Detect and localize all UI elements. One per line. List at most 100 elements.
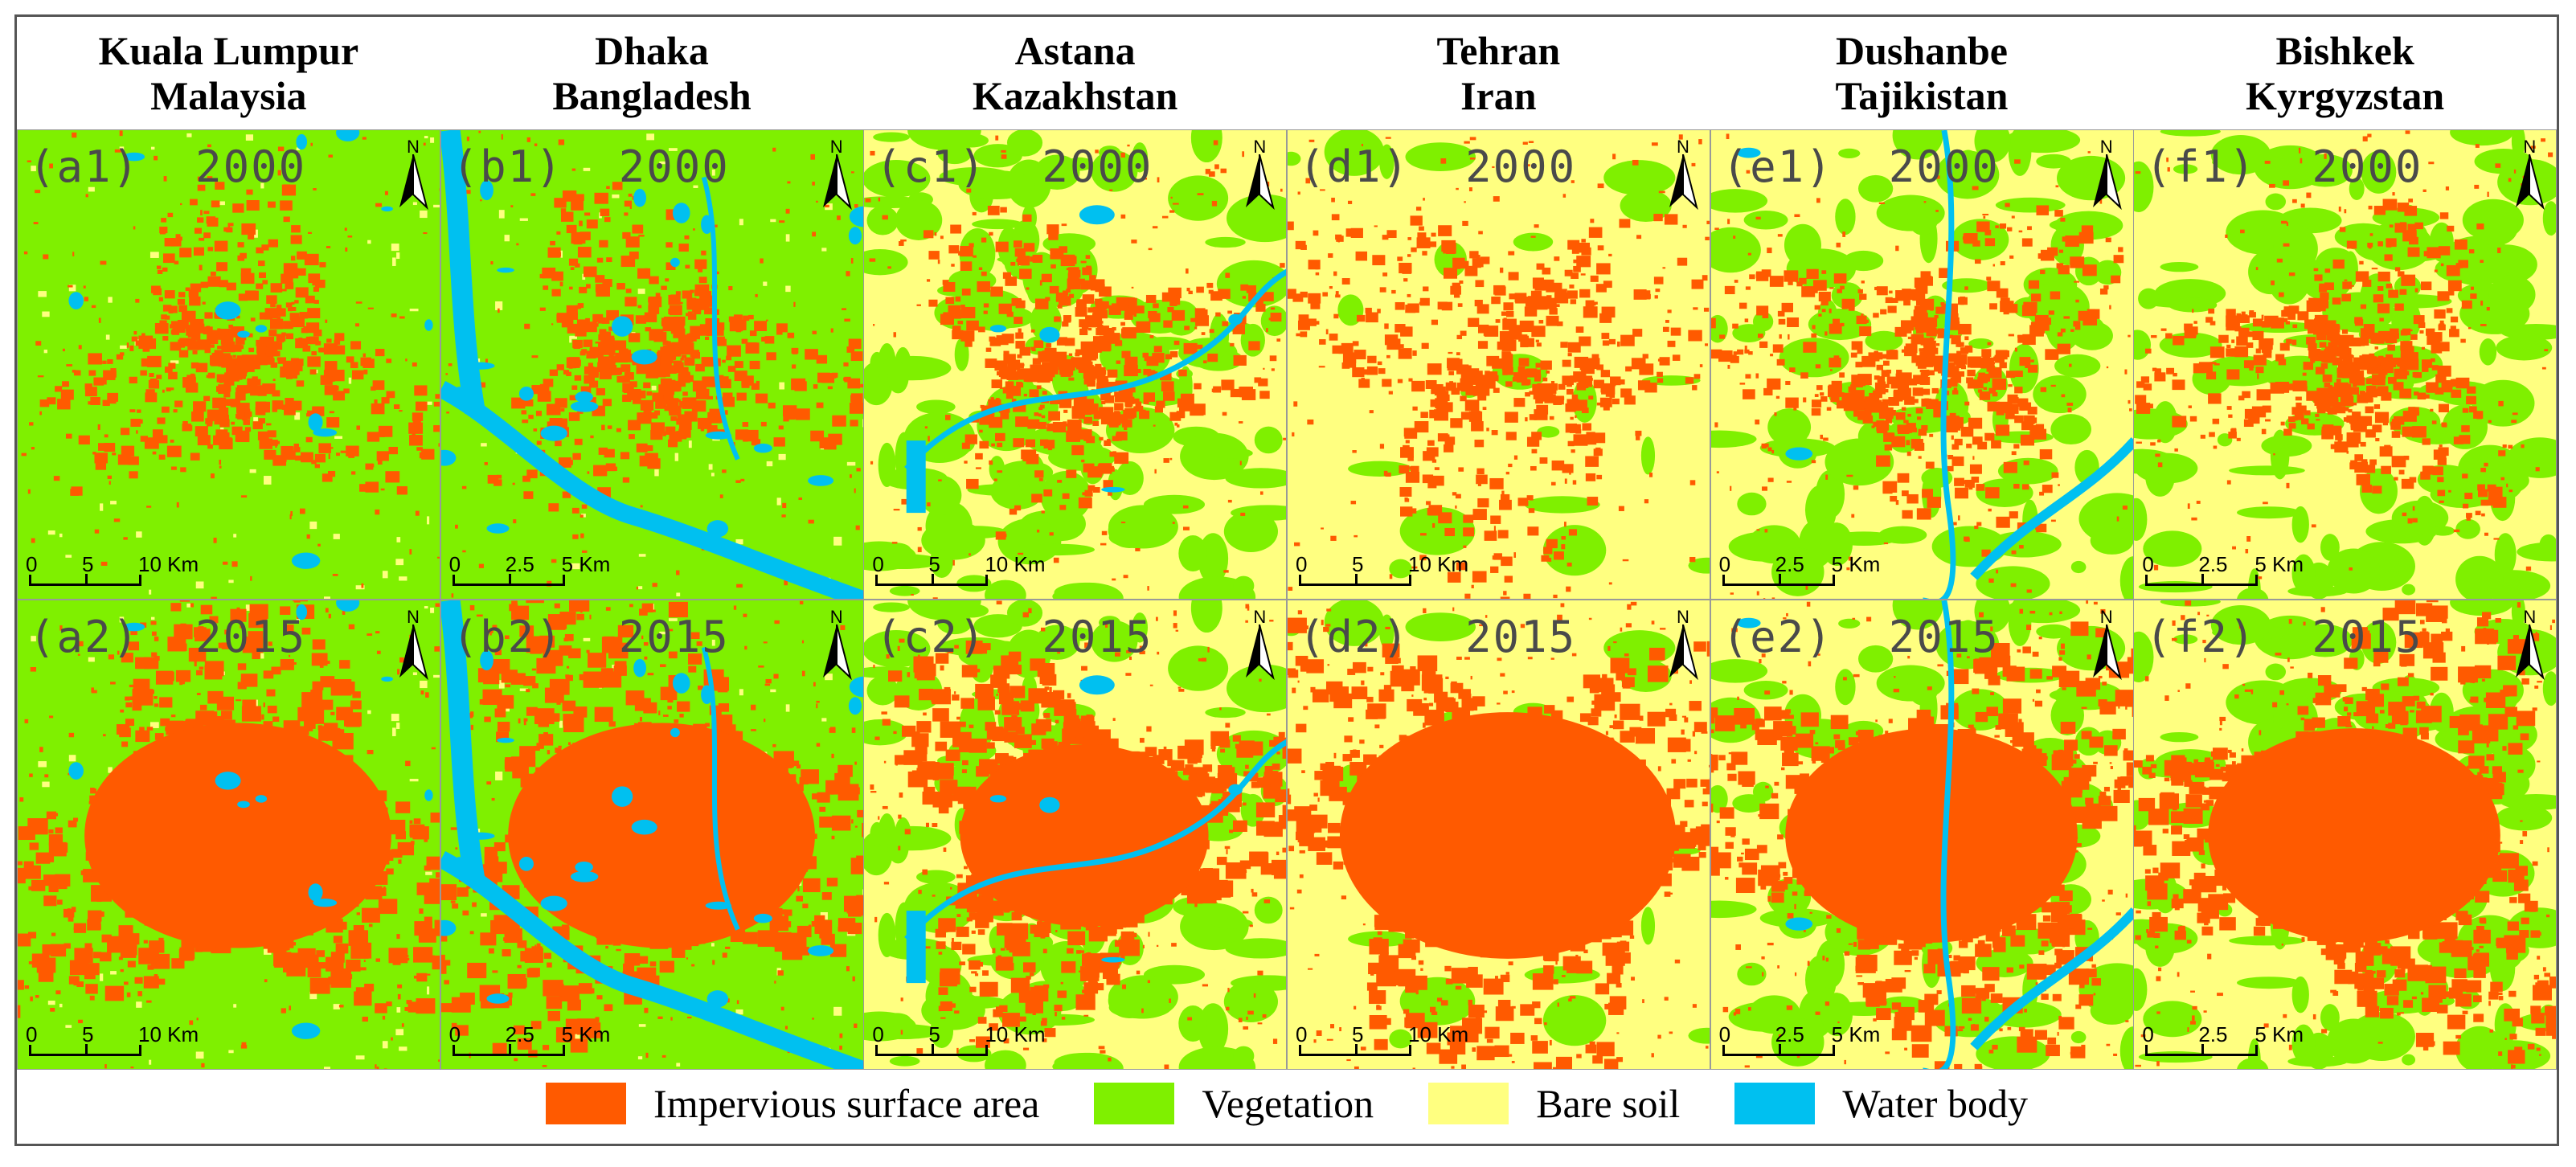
scale-tick-label: 2.5 xyxy=(505,552,534,576)
scale-tick-label: 5 xyxy=(928,552,940,576)
panel-label: (d1) 2000 xyxy=(1299,141,1577,192)
scale-bar: 0 5 10 Km xyxy=(26,552,219,588)
north-label: N xyxy=(829,137,843,157)
land-cover-map: (d2) 2015 N 0 5 10 Km xyxy=(1287,600,1710,1070)
land-cover-map: (a2) 2015 N 0 5 10 Km xyxy=(17,600,440,1070)
scale-tick-label: 10 Km xyxy=(138,552,199,576)
city-name: Kuala Lumpur xyxy=(98,28,359,73)
scale-tick-label: 0 xyxy=(1296,552,1308,576)
north-arrow-icon: N xyxy=(818,137,855,211)
scale-bar: 0 2.5 5 Km xyxy=(1719,552,1912,588)
scale-tick-label: 5 Km xyxy=(1831,1022,1881,1046)
land-cover-map: (f1) 2000 N 0 2.5 5 Km xyxy=(2133,129,2558,600)
legend-label: Vegetation xyxy=(1202,1081,1374,1126)
scale-tick-label: 0 xyxy=(26,1022,38,1046)
scale-bar-line xyxy=(1299,574,1411,586)
land-cover-map: (e1) 2000 N 0 2.5 5 Km xyxy=(1710,129,2134,600)
land-cover-map: (c1) 2000 N 0 5 10 Km xyxy=(863,129,1288,600)
country-name: Iran xyxy=(1460,73,1537,118)
land-cover-map: (e2) 2015 N 0 2.5 5 Km xyxy=(1710,600,2134,1070)
scale-bar-line xyxy=(2145,574,2259,586)
scale-tick-label: 5 Km xyxy=(561,552,611,576)
scale-bar-mid-tick xyxy=(1355,1044,1358,1054)
north-label: N xyxy=(829,607,843,627)
scale-tick-label: 0 xyxy=(26,552,38,576)
scale-bar-line xyxy=(875,1044,989,1056)
panel-label: (e2) 2015 xyxy=(1722,612,2000,662)
north-arrow-icon: N xyxy=(1241,137,1278,211)
panel-label: (c2) 2015 xyxy=(875,612,1153,662)
panel-label: (d2) 2015 xyxy=(1299,612,1577,662)
legend-item: Impervious surface area xyxy=(546,1080,1039,1127)
north-label: N xyxy=(1677,137,1689,157)
scale-bar-mid-tick xyxy=(85,574,88,584)
country-name: Kyrgyzstan xyxy=(2246,73,2445,118)
scale-tick-label: 0 xyxy=(448,552,461,576)
north-arrow-icon: N xyxy=(2088,137,2125,211)
panel-label: (e1) 2000 xyxy=(1722,141,2000,192)
scale-bar-mid-tick xyxy=(508,1044,511,1054)
panel-label: (b2) 2015 xyxy=(452,612,730,662)
scale-bar-line xyxy=(452,574,565,586)
land-cover-map: (b2) 2015 N 0 2.5 5 Km xyxy=(440,600,864,1070)
scale-bar-line xyxy=(29,574,141,586)
legend-item: Water body xyxy=(1734,1080,2028,1127)
scale-tick-label: 0 xyxy=(1718,552,1731,576)
scale-bar-mid-tick xyxy=(508,574,511,584)
scale-tick-label: 5 xyxy=(1352,552,1364,576)
scale-tick-label: 10 Km xyxy=(985,552,1046,576)
scale-tick-label: 2.5 xyxy=(2198,552,2228,576)
panel-label: (a1) 2000 xyxy=(29,141,307,192)
scale-tick-label: 5 xyxy=(82,1022,94,1046)
north-label: N xyxy=(2523,607,2537,627)
land-cover-map: (b1) 2000 N 0 2.5 5 Km xyxy=(440,129,864,600)
scale-bar-mid-tick xyxy=(1355,574,1358,584)
scale-bar: 0 5 10 Km xyxy=(872,552,1065,588)
legend-swatch xyxy=(1094,1083,1175,1124)
city-header: Tehran Iran xyxy=(1287,17,1710,129)
legend-swatch xyxy=(1428,1083,1509,1124)
legend-swatch xyxy=(1734,1083,1816,1124)
legend-swatch xyxy=(546,1083,627,1124)
city-name: Dhaka xyxy=(595,28,709,73)
scale-bar: 0 5 10 Km xyxy=(1296,1022,1489,1058)
city-header: Dhaka Bangladesh xyxy=(440,17,864,129)
legend-item: Vegetation xyxy=(1094,1080,1374,1127)
legend-label: Impervious surface area xyxy=(653,1081,1040,1126)
scale-tick-label: 0 xyxy=(872,1022,884,1046)
city-name: Astana xyxy=(1014,28,1136,73)
scale-bar-mid-tick xyxy=(2201,574,2205,584)
country-name: Tajikistan xyxy=(1835,73,2009,118)
scale-tick-label: 0 xyxy=(2142,1022,2154,1046)
north-label: N xyxy=(1253,607,1267,627)
scale-bar-mid-tick xyxy=(932,1044,935,1054)
scale-tick-label: 0 xyxy=(448,1022,461,1046)
north-label: N xyxy=(2099,137,2113,157)
scale-bar: 0 5 10 Km xyxy=(1296,552,1489,588)
legend-item: Bare soil xyxy=(1428,1080,1680,1127)
panel-label: (f1) 2000 xyxy=(2145,141,2423,192)
north-label: N xyxy=(2099,607,2113,627)
north-label: N xyxy=(1677,607,1689,627)
city-name: Tehran xyxy=(1436,28,1561,73)
north-label: N xyxy=(2523,137,2537,157)
scale-tick-label: 10 Km xyxy=(138,1022,199,1046)
scale-tick-label: 2.5 xyxy=(1775,552,1804,576)
north-arrow-icon: N xyxy=(818,607,855,681)
scale-bar: 0 2.5 5 Km xyxy=(449,1022,642,1058)
north-label: N xyxy=(1253,137,1267,157)
scale-tick-label: 0 xyxy=(1296,1022,1308,1046)
scale-tick-label: 2.5 xyxy=(1775,1022,1804,1046)
land-cover-map: (f2) 2015 N 0 2.5 5 Km xyxy=(2133,600,2558,1070)
legend-label: Bare soil xyxy=(1536,1081,1681,1126)
city-name: Bishkek xyxy=(2275,28,2414,73)
scale-tick-label: 5 Km xyxy=(1831,552,1881,576)
north-arrow-icon: N xyxy=(2088,607,2125,681)
land-cover-map: (a1) 2000 N 0 5 10 Km xyxy=(17,129,440,600)
north-arrow-icon: N xyxy=(1665,137,1702,211)
scale-bar-line xyxy=(29,1044,141,1056)
city-name: Dushanbe xyxy=(1835,28,2008,73)
scale-bar: 0 2.5 5 Km xyxy=(1719,1022,1912,1058)
scale-bar-mid-tick xyxy=(2201,1044,2205,1054)
figure-frame: Kuala Lumpur Malaysia Dhaka Bangladesh Astan… xyxy=(14,14,2559,1146)
